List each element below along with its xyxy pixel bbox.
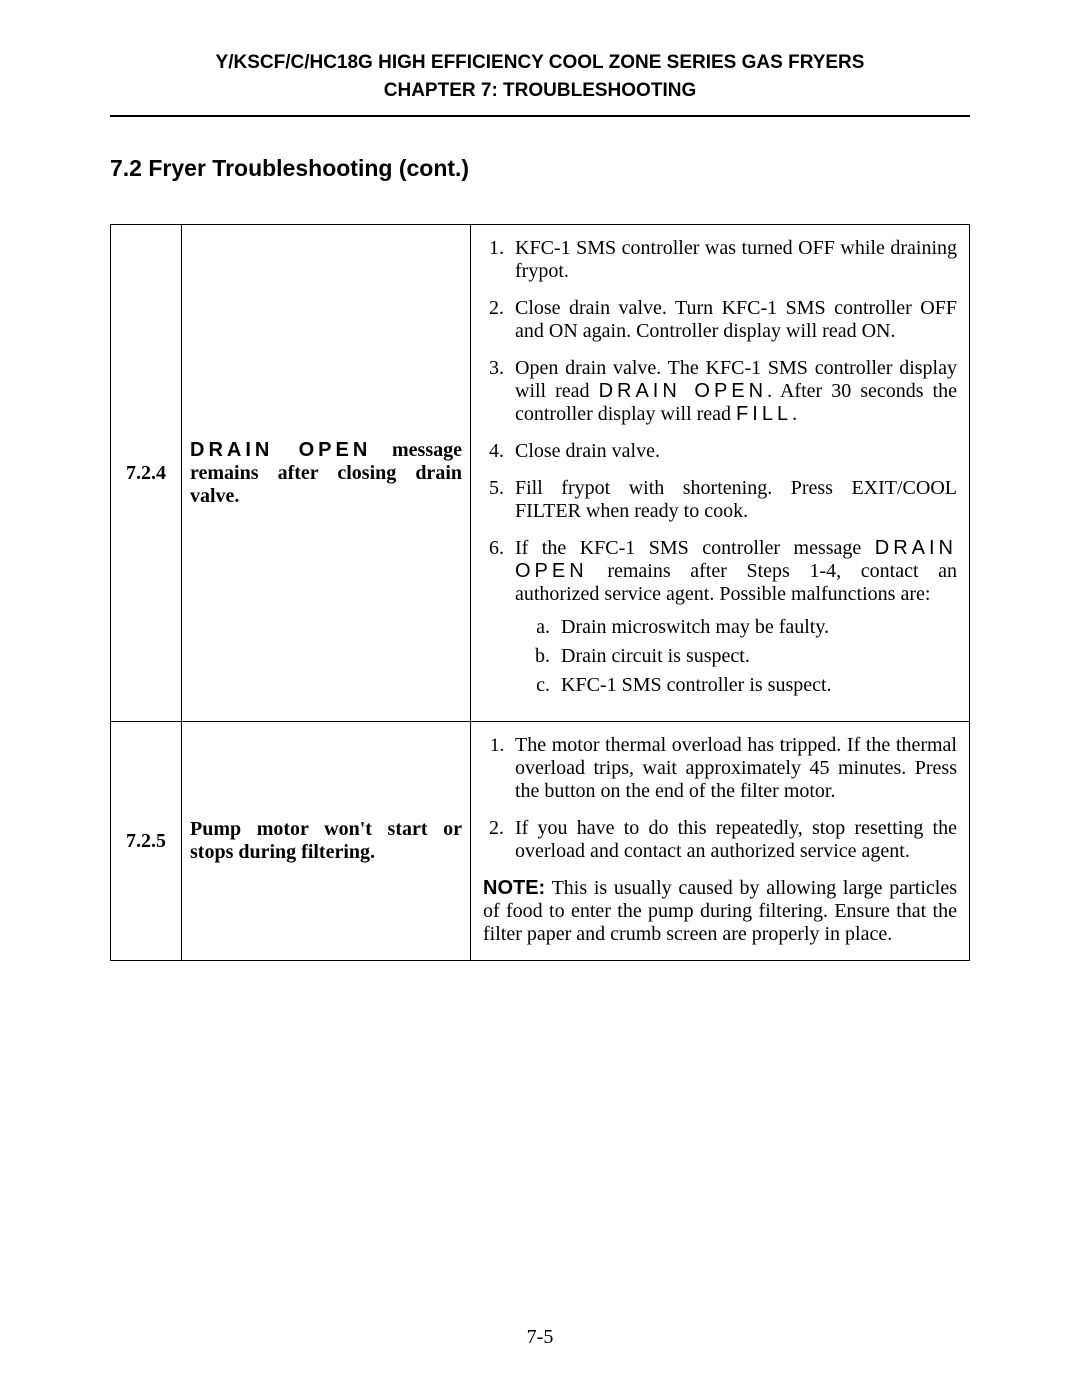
step-text: The motor thermal overload has tripped. … — [515, 734, 957, 802]
list-item: Drain circuit is suspect. — [555, 645, 957, 668]
solution-list: KFC-1 SMS controller was turned OFF whil… — [483, 237, 957, 697]
problem-code: DRAIN OPEN — [190, 439, 371, 461]
row-problem: DRAIN OPEN message remains after closing… — [182, 225, 471, 722]
table-row: 7.2.5 Pump motor won't start or stops du… — [111, 722, 970, 961]
note-label: NOTE: — [483, 877, 545, 899]
list-item: Drain microswitch may be faulty. — [555, 616, 957, 639]
list-item: If you have to do this repeatedly, stop … — [509, 817, 957, 863]
troubleshooting-table: 7.2.4 DRAIN OPEN message remains after c… — [110, 224, 970, 961]
step-text: . — [792, 403, 797, 425]
list-item: KFC-1 SMS controller was turned OFF whil… — [509, 237, 957, 283]
list-item: Open drain valve. The KFC-1 SMS controll… — [509, 357, 957, 426]
table-row: 7.2.4 DRAIN OPEN message remains after c… — [111, 225, 970, 722]
list-item: If the KFC-1 SMS controller message DRAI… — [509, 537, 957, 697]
step-text: If the KFC-1 SMS controller message — [515, 537, 875, 559]
header-line-1: Y/KSCF/C/HC18G HIGH EFFICIENCY COOL ZONE… — [110, 50, 970, 76]
row-id: 7.2.5 — [111, 722, 182, 961]
page: Y/KSCF/C/HC18G HIGH EFFICIENCY COOL ZONE… — [0, 0, 1080, 1397]
row-solution: The motor thermal overload has tripped. … — [471, 722, 970, 961]
header-line-2: CHAPTER 7: TROUBLESHOOTING — [110, 78, 970, 104]
code-text: FILL — [736, 403, 792, 425]
row-id: 7.2.4 — [111, 225, 182, 722]
note-text: This is usually caused by allowing large… — [483, 877, 957, 945]
list-item: The motor thermal overload has tripped. … — [509, 734, 957, 803]
section-title: 7.2 Fryer Troubleshooting (cont.) — [110, 155, 970, 182]
page-number: 7-5 — [0, 1326, 1080, 1349]
solution-list: The motor thermal overload has tripped. … — [483, 734, 957, 863]
row-solution: KFC-1 SMS controller was turned OFF whil… — [471, 225, 970, 722]
list-item: KFC-1 SMS controller is suspect. — [555, 674, 957, 697]
code-text: DRAIN OPEN — [599, 380, 767, 402]
list-item: Close drain valve. — [509, 440, 957, 463]
sub-list: Drain microswitch may be faulty. Drain c… — [515, 616, 957, 697]
list-item: Fill frypot with shortening. Press EXIT/… — [509, 477, 957, 523]
problem-text: Pump motor won't start or stops during f… — [190, 818, 462, 863]
note-paragraph: NOTE: This is usually caused by allowing… — [483, 877, 957, 946]
page-header: Y/KSCF/C/HC18G HIGH EFFICIENCY COOL ZONE… — [110, 50, 970, 103]
row-problem: Pump motor won't start or stops during f… — [182, 722, 471, 961]
list-item: Close drain valve. Turn KFC-1 SMS contro… — [509, 297, 957, 343]
header-rule — [110, 115, 970, 117]
